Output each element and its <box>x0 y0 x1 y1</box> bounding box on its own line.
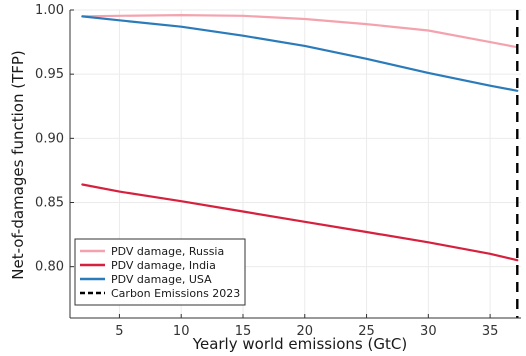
y-tick-label: 0.95 <box>35 67 64 82</box>
x-tick-label: 35 <box>482 324 499 339</box>
series-line-russia <box>81 14 519 49</box>
x-tick-label: 25 <box>358 324 375 339</box>
y-tick-label: 1.00 <box>35 3 64 18</box>
x-tick-label: 20 <box>296 324 313 339</box>
y-tick-label: 0.90 <box>35 131 64 146</box>
legend-label: PDV damage, India <box>111 259 216 272</box>
y-tick-label: 0.80 <box>35 260 64 275</box>
legend-label: PDV damage, Russia <box>111 245 224 258</box>
series-line-usa <box>81 15 519 92</box>
x-tick-label: 30 <box>420 324 437 339</box>
series-line-india <box>81 183 519 262</box>
legend-label: PDV damage, USA <box>111 273 212 286</box>
grid <box>70 9 521 318</box>
x-tick-label: 10 <box>173 324 190 339</box>
series-layer <box>81 14 519 262</box>
y-tick-label: 0.85 <box>35 196 64 211</box>
y-axis-label: Net-of-damages function (TFP) <box>9 50 27 280</box>
tick-labels: 5 10 15 20 25 30 35 0.80 0.85 0.90 0.95 1.00 <box>35 3 498 339</box>
x-axis-label: Yearly world emissions (GtC) <box>192 335 407 353</box>
legend-label: Carbon Emissions 2023 <box>111 287 240 300</box>
x-tick-label: 15 <box>235 324 252 339</box>
x-tick-label: 5 <box>115 324 123 339</box>
axes <box>69 9 521 319</box>
